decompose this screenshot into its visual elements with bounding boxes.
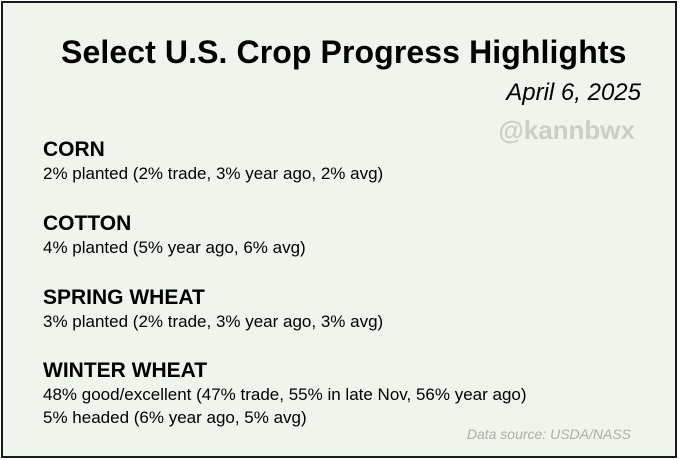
crop-section-cotton: COTTON 4% planted (5% year ago, 6% avg) <box>43 211 306 259</box>
crop-section-winter-wheat: WINTER WHEAT 48% good/excellent (47% tra… <box>43 358 527 429</box>
crop-section-spring-wheat: SPRING WHEAT 3% planted (2% trade, 3% ye… <box>43 285 383 333</box>
crop-name: SPRING WHEAT <box>43 286 205 309</box>
data-source-note: Data source: USDA/NASS <box>466 426 631 442</box>
crop-detail: 5% headed (6% year ago, 5% avg) <box>43 408 307 427</box>
report-date: April 6, 2025 <box>506 79 641 106</box>
crop-detail: 2% planted (2% trade, 3% year ago, 2% av… <box>43 164 384 183</box>
crop-name: WINTER WHEAT <box>43 359 208 382</box>
crop-detail: 4% planted (5% year ago, 6% avg) <box>43 238 306 257</box>
crop-name: COTTON <box>43 212 132 235</box>
crop-detail: 48% good/excellent (47% trade, 55% in la… <box>43 385 527 404</box>
crop-detail: 3% planted (2% trade, 3% year ago, 3% av… <box>43 312 384 331</box>
crop-section-corn: CORN 2% planted (2% trade, 3% year ago, … <box>43 137 383 185</box>
page-title: Select U.S. Crop Progress Highlights <box>61 34 627 70</box>
crop-name: CORN <box>43 138 105 161</box>
author-watermark: @kannbwx <box>498 115 635 145</box>
